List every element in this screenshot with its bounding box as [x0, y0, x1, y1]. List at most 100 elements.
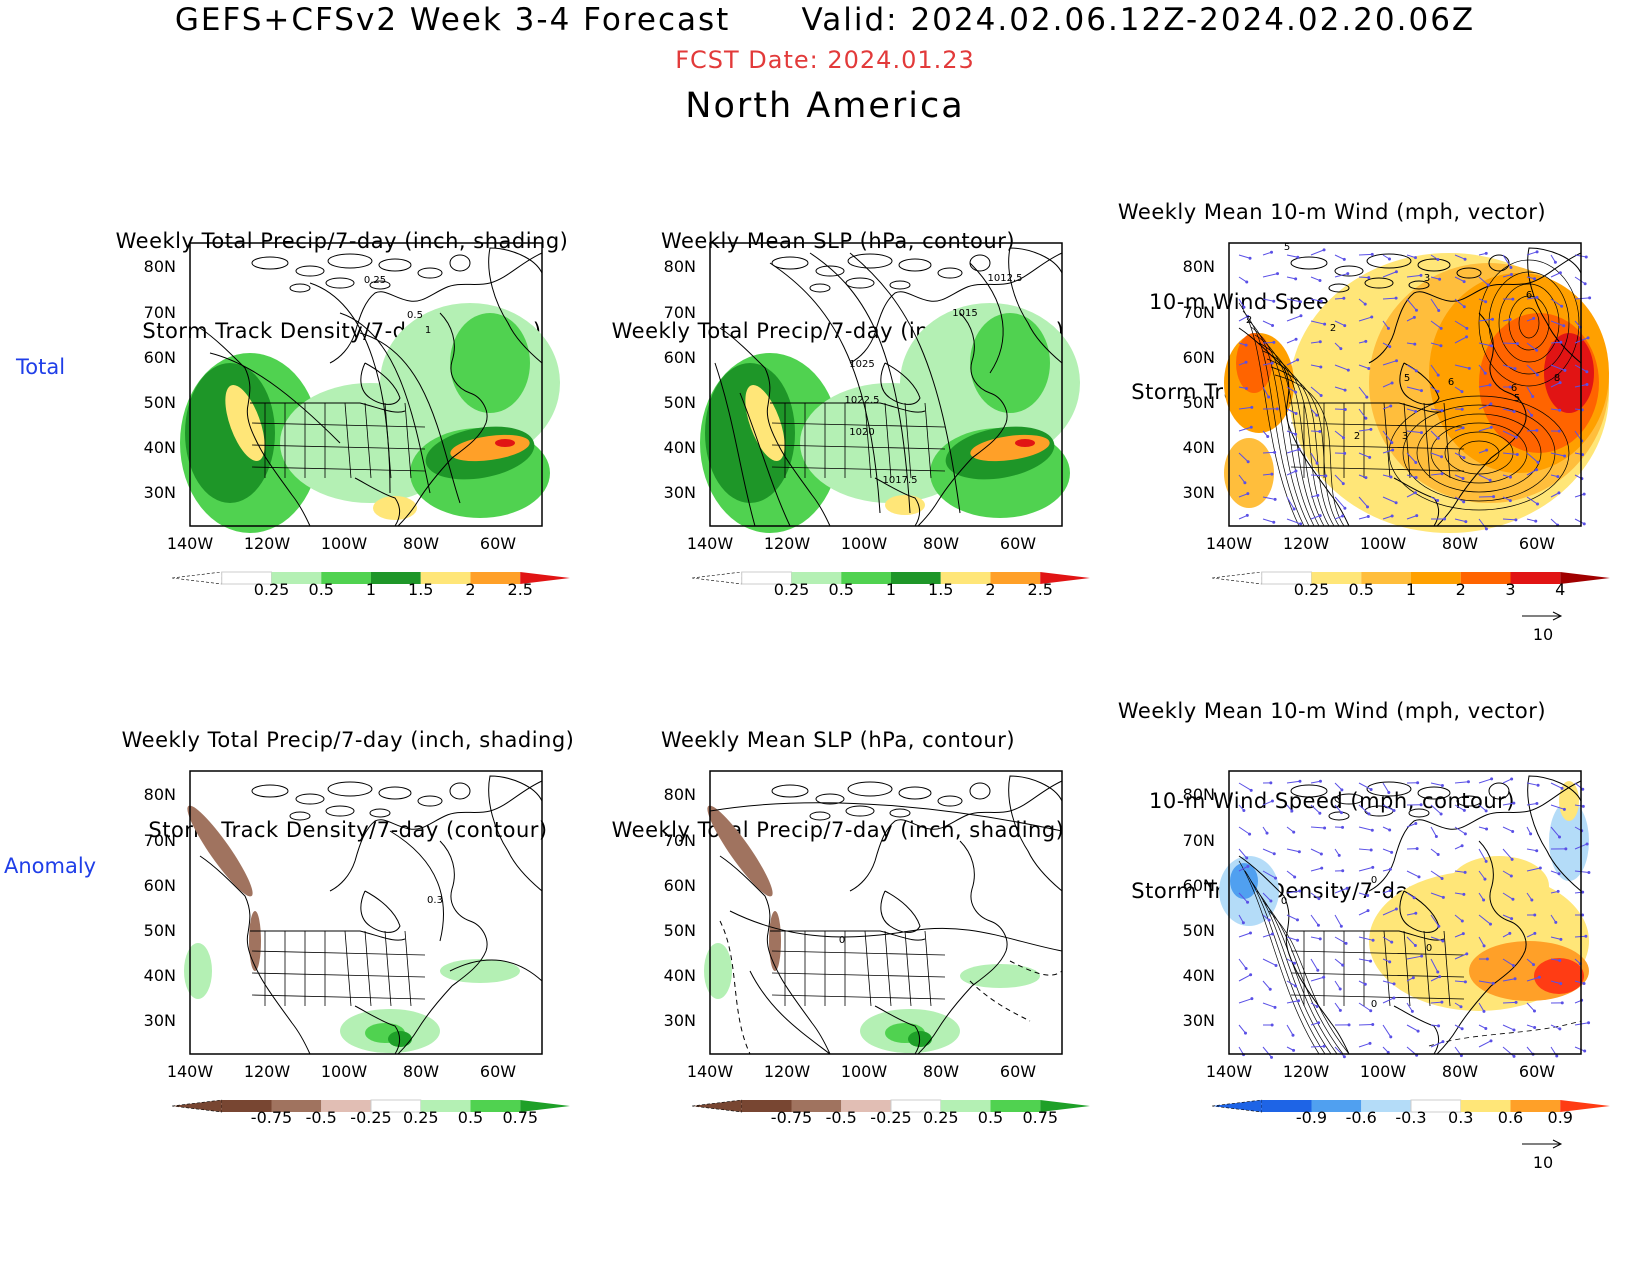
us-canada-border — [1289, 402, 1445, 413]
colorbar-segment — [990, 1100, 1041, 1112]
longitude-label: 140W — [686, 534, 734, 553]
wind-vector — [1478, 318, 1493, 322]
latitude-label: 60N — [143, 876, 176, 895]
wind-speed-contour — [1508, 295, 1550, 351]
wind-vector-head — [1244, 966, 1248, 970]
wind-vector-head — [1344, 941, 1348, 945]
hudson-bay-outline — [360, 890, 401, 933]
wind-vector-head — [1420, 954, 1424, 958]
arctic-island — [1290, 784, 1328, 798]
wind-vector — [1358, 408, 1367, 419]
wind-vector-head — [1371, 938, 1375, 942]
wind-vector — [1310, 826, 1325, 829]
wind-vector-head — [1275, 407, 1279, 411]
row-label-total: Total — [16, 355, 66, 379]
arctic-island — [845, 277, 875, 289]
wind-vector — [1550, 382, 1561, 388]
colorbar-segment — [1460, 572, 1511, 584]
wind-speed-contour — [1458, 440, 1500, 466]
wind-vector-head — [1535, 468, 1539, 472]
wind-vector-head — [1370, 315, 1374, 319]
wind-vector — [1262, 298, 1274, 302]
wind-vector-head — [1489, 1039, 1493, 1043]
wind-vector-head — [1319, 394, 1323, 398]
wind-vector-head — [1535, 348, 1539, 352]
wind-vector-head — [1343, 388, 1347, 392]
wind-vector — [1550, 364, 1566, 371]
east-coastline — [917, 840, 1008, 1055]
wind-vector — [1310, 867, 1322, 872]
wind-vector-head — [1460, 1027, 1464, 1031]
wind-vector-head — [1484, 251, 1488, 255]
latitude-label: 70N — [663, 303, 696, 322]
wind-vector-head — [1318, 514, 1322, 518]
contour-line — [359, 332, 461, 504]
colorbar-tick-label: 1 — [885, 580, 897, 599]
wind-vector — [1406, 955, 1422, 960]
wind-vector — [1550, 804, 1565, 810]
contour-line — [769, 262, 881, 514]
wind-vector — [1238, 298, 1245, 308]
wind-vector — [1526, 976, 1540, 982]
wind-vector-head — [1557, 872, 1561, 876]
wind-vector-head — [1319, 365, 1323, 369]
arctic-island — [1366, 253, 1412, 269]
latitude-label: 70N — [1182, 831, 1215, 850]
longitude-label: 80W — [922, 534, 960, 553]
wind-vector — [1526, 469, 1537, 476]
wind-vector-head — [1557, 835, 1561, 839]
wind-vector — [1286, 848, 1300, 853]
state-boundary — [1290, 994, 1465, 1000]
wind-vector-head — [1510, 777, 1514, 781]
wind-vector-head — [1511, 964, 1515, 968]
wind-vector-head — [1394, 270, 1398, 274]
wind-vector-head — [1560, 304, 1564, 308]
west-coastline — [1238, 327, 1350, 527]
contour-label: 0 — [839, 935, 845, 946]
wind-vector — [1406, 408, 1416, 412]
wind-speed-contour — [1498, 283, 1560, 363]
wind-vector — [1550, 298, 1562, 307]
wind-vector — [1310, 914, 1319, 926]
contour-label: 0 — [1281, 896, 1287, 907]
wind-vector-head — [1363, 302, 1367, 306]
precip-shading — [185, 363, 275, 503]
state-boundary — [1403, 930, 1411, 1007]
wind-vector — [1334, 408, 1346, 411]
wind-vector-head — [1291, 1033, 1295, 1037]
wind-vector-head — [1293, 961, 1297, 965]
contour-label: 6 — [1448, 377, 1454, 388]
west-coastline — [719, 855, 831, 1055]
wind-vector — [1526, 848, 1537, 852]
wind-vector — [1286, 359, 1298, 366]
wind-vector-head — [1414, 476, 1418, 480]
arctic-island — [289, 283, 311, 293]
latitude-label: 70N — [1182, 303, 1215, 322]
state-boundary — [404, 402, 412, 479]
wind-vector — [1550, 1024, 1561, 1030]
contour-label: 2 — [1246, 315, 1252, 326]
colorbar-segment — [221, 1100, 272, 1112]
arctic-island — [1456, 795, 1482, 807]
wind-vector-head — [1482, 944, 1486, 948]
state-boundary — [1423, 930, 1431, 1007]
latitude-label: 40N — [663, 966, 696, 985]
contour-line — [714, 362, 756, 527]
wind-vector-head — [1343, 324, 1347, 328]
wind-vector-head — [1340, 788, 1344, 792]
wind-vector-head — [1514, 518, 1518, 522]
wind-vector-head — [1388, 889, 1392, 893]
wind-vector-head — [1482, 898, 1486, 902]
wind-vector-head — [1363, 982, 1367, 986]
colorbar-tick-label: -0.75 — [770, 1108, 813, 1127]
wind-vector — [1334, 936, 1347, 944]
wind-vector — [1334, 1046, 1345, 1058]
wind-vector — [1406, 823, 1417, 828]
latitude-label: 50N — [1182, 921, 1215, 940]
wind-vector-head — [1346, 368, 1350, 372]
colorbar-tick-label: 0.6 — [1497, 1108, 1524, 1127]
wind-vector — [1358, 428, 1371, 432]
colorbar-underflow — [171, 571, 223, 585]
wind-vector-head — [1512, 801, 1516, 805]
precip-anomaly-shading — [440, 959, 520, 983]
